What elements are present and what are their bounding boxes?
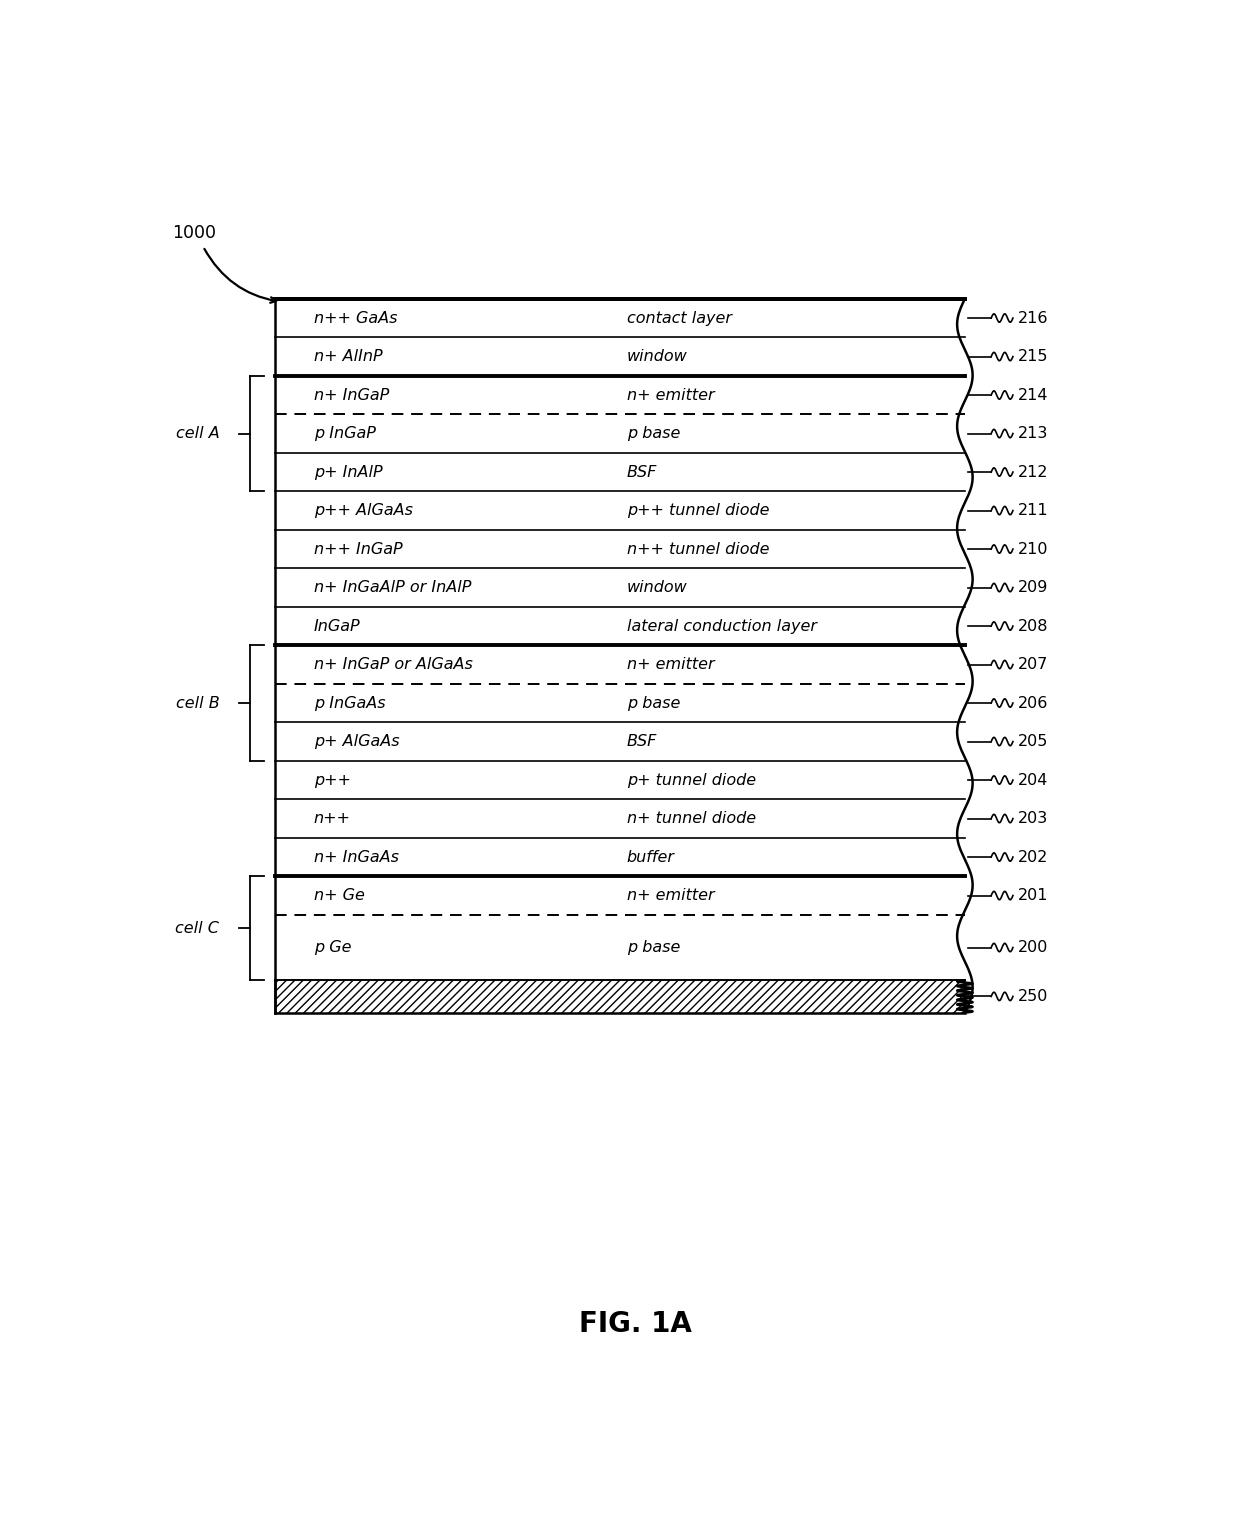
Text: 211: 211 (1018, 503, 1048, 519)
Text: n+ Ge: n+ Ge (314, 888, 365, 903)
Text: n+ AlInP: n+ AlInP (314, 348, 382, 364)
Text: 208: 208 (1018, 619, 1048, 634)
Text: p Ge: p Ge (314, 940, 351, 955)
Text: p++ AlGaAs: p++ AlGaAs (314, 503, 413, 519)
Text: InGaP: InGaP (314, 619, 361, 634)
Text: cell B: cell B (176, 695, 219, 710)
Text: window: window (627, 580, 688, 595)
Text: p base: p base (627, 940, 681, 955)
Text: n+ InGaAs: n+ InGaAs (314, 850, 399, 864)
Text: n++ InGaP: n++ InGaP (314, 541, 403, 557)
Text: p++: p++ (314, 773, 351, 788)
Text: n++ tunnel diode: n++ tunnel diode (627, 541, 769, 557)
Text: p+ tunnel diode: p+ tunnel diode (627, 773, 756, 788)
Text: p++ tunnel diode: p++ tunnel diode (627, 503, 769, 519)
Text: 202: 202 (1018, 850, 1048, 864)
Text: 210: 210 (1018, 541, 1048, 557)
Text: cell C: cell C (175, 920, 219, 935)
Text: 200: 200 (1018, 940, 1048, 955)
Text: lateral conduction layer: lateral conduction layer (627, 619, 817, 634)
Text: 215: 215 (1018, 348, 1048, 364)
Text: p base: p base (627, 426, 681, 441)
Text: n++: n++ (314, 811, 351, 826)
Text: 206: 206 (1018, 695, 1048, 710)
Text: n+ tunnel diode: n+ tunnel diode (627, 811, 756, 826)
Text: p+ InAlP: p+ InAlP (314, 464, 382, 479)
Text: n+ emitter: n+ emitter (627, 388, 714, 403)
Text: contact layer: contact layer (627, 310, 732, 325)
Text: 204: 204 (1018, 773, 1048, 788)
Text: 201: 201 (1018, 888, 1048, 903)
Text: cell A: cell A (176, 426, 219, 441)
Text: n+ emitter: n+ emitter (627, 888, 714, 903)
Text: 1000: 1000 (172, 224, 216, 242)
Text: n+ emitter: n+ emitter (627, 657, 714, 672)
Text: p InGaAs: p InGaAs (314, 695, 386, 710)
Text: n+ InGaAlP or InAlP: n+ InGaAlP or InAlP (314, 580, 471, 595)
Text: FIG. 1A: FIG. 1A (579, 1311, 692, 1338)
Bar (275, 980, 965, 1013)
Text: 209: 209 (1018, 580, 1048, 595)
Text: n+ InGaP or AlGaAs: n+ InGaP or AlGaAs (314, 657, 472, 672)
Text: 216: 216 (1018, 310, 1048, 325)
Text: p base: p base (627, 695, 681, 710)
Text: p+ AlGaAs: p+ AlGaAs (314, 735, 399, 748)
Text: buffer: buffer (627, 850, 675, 864)
Text: 212: 212 (1018, 464, 1048, 479)
Bar (275, 980, 965, 1013)
Text: 205: 205 (1018, 735, 1048, 748)
Text: p InGaP: p InGaP (314, 426, 376, 441)
Text: BSF: BSF (627, 735, 657, 748)
Text: n++ GaAs: n++ GaAs (314, 310, 397, 325)
Text: 203: 203 (1018, 811, 1048, 826)
Text: 213: 213 (1018, 426, 1048, 441)
Text: 250: 250 (1018, 989, 1048, 1004)
Text: BSF: BSF (627, 464, 657, 479)
Text: n+ InGaP: n+ InGaP (314, 388, 389, 403)
Text: 207: 207 (1018, 657, 1048, 672)
Text: window: window (627, 348, 688, 364)
Text: 214: 214 (1018, 388, 1048, 403)
